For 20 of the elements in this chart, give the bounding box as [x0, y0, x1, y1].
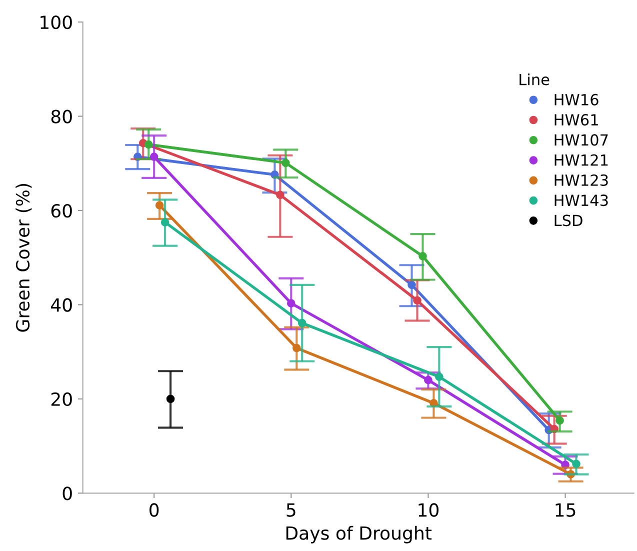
y-tick-label: 0 — [62, 486, 72, 500]
legend-label: HW143 — [554, 194, 608, 206]
x-tick-label: 15 — [556, 503, 576, 517]
x-axis-title: Days of Drought — [286, 526, 432, 544]
y-tick-label: 20 — [51, 392, 72, 406]
legend-label: LSD — [554, 214, 582, 226]
legend-label: HW107 — [554, 134, 608, 146]
x-tick-label: 0 — [150, 503, 159, 517]
legend-label: HW61 — [554, 114, 598, 126]
x-tick-label: 5 — [286, 503, 296, 517]
legend-title: Line — [520, 73, 550, 86]
legend-label: HW121 — [554, 154, 608, 166]
y-tick-label: 100 — [40, 16, 72, 30]
y-axis-title: Green Cover (%) — [16, 184, 32, 332]
legend-label: HW16 — [554, 94, 598, 106]
x-tick-label: 10 — [418, 503, 439, 517]
y-tick-label: 40 — [50, 298, 72, 312]
y-tick-label: 80 — [51, 110, 72, 124]
y-tick-label: 60 — [51, 204, 72, 218]
legend-label: HW123 — [554, 174, 608, 186]
